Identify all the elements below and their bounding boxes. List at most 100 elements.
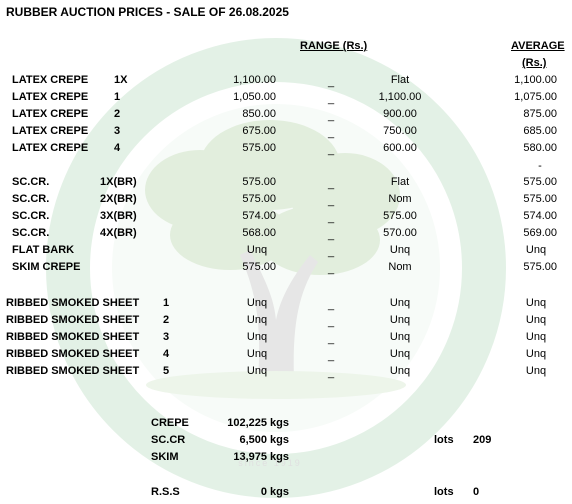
row-range-separator: _ <box>327 212 335 224</box>
row-average: 580.00 <box>523 142 557 154</box>
range-header: RANGE (Rs.) <box>300 40 368 52</box>
row-name: LATEX CREPE <box>12 142 89 154</box>
average-unit-header: (Rs.) <box>522 57 547 69</box>
row-average: 569.00 <box>523 227 557 239</box>
row-range-separator: _ <box>327 299 335 311</box>
row-name: LATEX CREPE <box>12 125 89 137</box>
row-grade: 4 <box>163 348 170 360</box>
row-range-separator: _ <box>327 93 335 105</box>
row-range-high: Unq <box>389 244 411 256</box>
row-name: SC.CR. <box>12 210 50 222</box>
row-grade: 4 <box>114 142 121 154</box>
row-average: Unq <box>525 314 547 326</box>
row-range-high: Unq <box>389 314 411 326</box>
row-average: Unq <box>525 244 547 256</box>
row-range-high: Flat <box>390 74 410 86</box>
rss-lots-label: lots <box>434 486 454 498</box>
row-range-separator: _ <box>327 110 335 122</box>
row-range-low: 575.00 <box>242 261 276 273</box>
row-name: SKIM CREPE <box>12 261 81 273</box>
row-range-low: Unq <box>246 348 268 360</box>
row-range-high: 900.00 <box>383 108 417 120</box>
row-range-low: 850.00 <box>242 108 276 120</box>
row-range-separator: _ <box>327 144 335 156</box>
row-average: 1,075.00 <box>514 91 557 103</box>
row-average: 574.00 <box>523 210 557 222</box>
row-average: 575.00 <box>523 176 557 188</box>
total-label: SKIM <box>151 451 179 463</box>
row-range-separator: _ <box>327 263 335 275</box>
row-average: Unq <box>525 365 547 377</box>
row-grade: 4X(BR) <box>100 227 137 239</box>
row-grade: 1 <box>163 297 170 309</box>
row-name: FLAT BARK <box>12 244 75 256</box>
row-average: 575.00 <box>523 261 557 273</box>
total-quantity: 6,500 kgs <box>239 434 289 446</box>
lots-value: 209 <box>473 434 492 446</box>
row-grade: 1 <box>114 91 121 103</box>
row-range-high: Unq <box>389 297 411 309</box>
row-name: LATEX CREPE <box>12 108 89 120</box>
row-grade: 2X(BR) <box>100 193 137 205</box>
row-range-high: 575.00 <box>383 210 417 222</box>
svg-text:since 1919: since 1919 <box>238 458 302 468</box>
row-name: SC.CR. <box>12 193 50 205</box>
row-range-high: 1,100.00 <box>378 91 422 103</box>
average-header: AVERAGE <box>511 40 565 52</box>
row-range-separator: _ <box>327 246 335 258</box>
row-range-high: Unq <box>389 348 411 360</box>
row-average: 685.00 <box>523 125 557 137</box>
row-average: Unq <box>525 297 547 309</box>
row-range-low: Unq <box>246 244 268 256</box>
total-label: SC.CR <box>151 434 186 446</box>
total-quantity: 13,975 kgs <box>233 451 289 463</box>
row-range-separator: _ <box>327 350 335 362</box>
row-name: SC.CR. <box>12 176 50 188</box>
row-grade: 1X(BR) <box>100 176 137 188</box>
row-average: 575.00 <box>523 193 557 205</box>
row-average: 875.00 <box>523 108 557 120</box>
rss-label: R.S.S <box>151 486 180 498</box>
row-range-separator: _ <box>327 127 335 139</box>
row-range-low: Unq <box>246 365 268 377</box>
row-range-low: Unq <box>246 297 268 309</box>
row-range-separator: _ <box>327 178 335 190</box>
row-range-high: Flat <box>390 176 410 188</box>
average-blank-dash: - <box>538 160 542 172</box>
row-grade: 3 <box>163 331 170 343</box>
row-average: 1,100.00 <box>514 74 557 86</box>
row-range-separator: _ <box>327 229 335 241</box>
row-range-high: 750.00 <box>383 125 417 137</box>
rss-qty: 0 kgs <box>260 486 289 498</box>
row-range-high: Nom <box>388 261 412 273</box>
total-label: CREPE <box>151 417 189 429</box>
row-name: RIBBED SMOKED SHEET <box>6 297 140 309</box>
row-range-high: 570.00 <box>383 227 417 239</box>
row-range-low: Unq <box>246 314 268 326</box>
row-name: RIBBED SMOKED SHEET <box>6 314 140 326</box>
row-range-low: 575.00 <box>242 193 276 205</box>
row-range-low: 575.00 <box>242 176 276 188</box>
row-average: Unq <box>525 348 547 360</box>
row-range-low: 568.00 <box>242 227 276 239</box>
row-grade: 3X(BR) <box>100 210 137 222</box>
row-name: RIBBED SMOKED SHEET <box>6 348 140 360</box>
row-range-low: 1,100.00 <box>233 74 276 86</box>
page-title: RUBBER AUCTION PRICES - SALE OF 26.08.20… <box>6 5 289 19</box>
row-grade: 2 <box>163 314 170 326</box>
row-range-high: Unq <box>389 365 411 377</box>
row-name: RIBBED SMOKED SHEET <box>6 365 140 377</box>
row-range-low: 675.00 <box>242 125 276 137</box>
row-average: Unq <box>525 331 547 343</box>
row-name: RIBBED SMOKED SHEET <box>6 331 140 343</box>
lots-label: lots <box>434 434 454 446</box>
row-range-low: Unq <box>246 331 268 343</box>
row-range-separator: _ <box>327 195 335 207</box>
row-range-separator: _ <box>327 316 335 328</box>
row-name: LATEX CREPE <box>12 74 89 86</box>
row-grade: 1X <box>114 74 128 86</box>
row-range-separator: _ <box>327 367 335 379</box>
row-grade: 5 <box>163 365 170 377</box>
row-range-high: 600.00 <box>383 142 417 154</box>
